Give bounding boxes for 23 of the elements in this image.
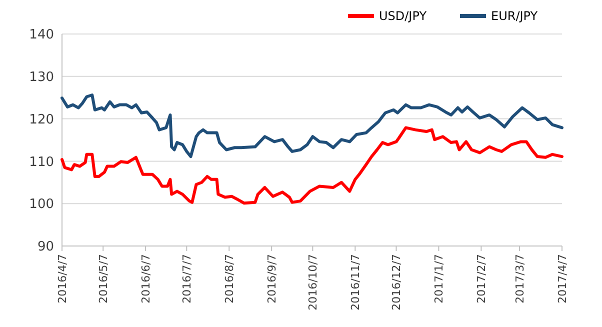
x-tick-label: 2017/3/7 [514, 254, 527, 304]
y-tick-label: 110 [29, 154, 54, 170]
x-tick-label: 2016/9/7 [266, 254, 279, 304]
x-tick-label: 2016/7/7 [180, 254, 194, 304]
y-tick-label: 120 [29, 112, 54, 128]
x-tick-label: 2016/4/7 [56, 254, 69, 304]
y-tick-label: 140 [29, 28, 54, 43]
x-tick-label: 2016/6/7 [140, 254, 153, 304]
x-tick-label: 2017/1/7 [432, 254, 446, 304]
line-series [60, 94, 564, 158]
x-tick-label: 2016/8/7 [223, 254, 236, 304]
legend-label: USD/JPY [379, 9, 428, 24]
y-tick-label: 90 [37, 240, 54, 255]
x-tick-label: 2016/11/7 [349, 254, 362, 310]
x-tick-label: 2016/10/7 [306, 254, 320, 310]
legend-label: EUR/JPY [491, 9, 538, 24]
x-tick-label: 2016/12/7 [390, 254, 404, 310]
x-tick-label: 2017/4/7 [556, 254, 569, 304]
x-tick-label: 2017/2/7 [475, 254, 488, 304]
y-tick-label: 130 [29, 70, 54, 85]
line-series [60, 126, 564, 205]
y-tick-label: 100 [29, 197, 54, 212]
x-tick-label: 2016/5/7 [97, 254, 110, 304]
